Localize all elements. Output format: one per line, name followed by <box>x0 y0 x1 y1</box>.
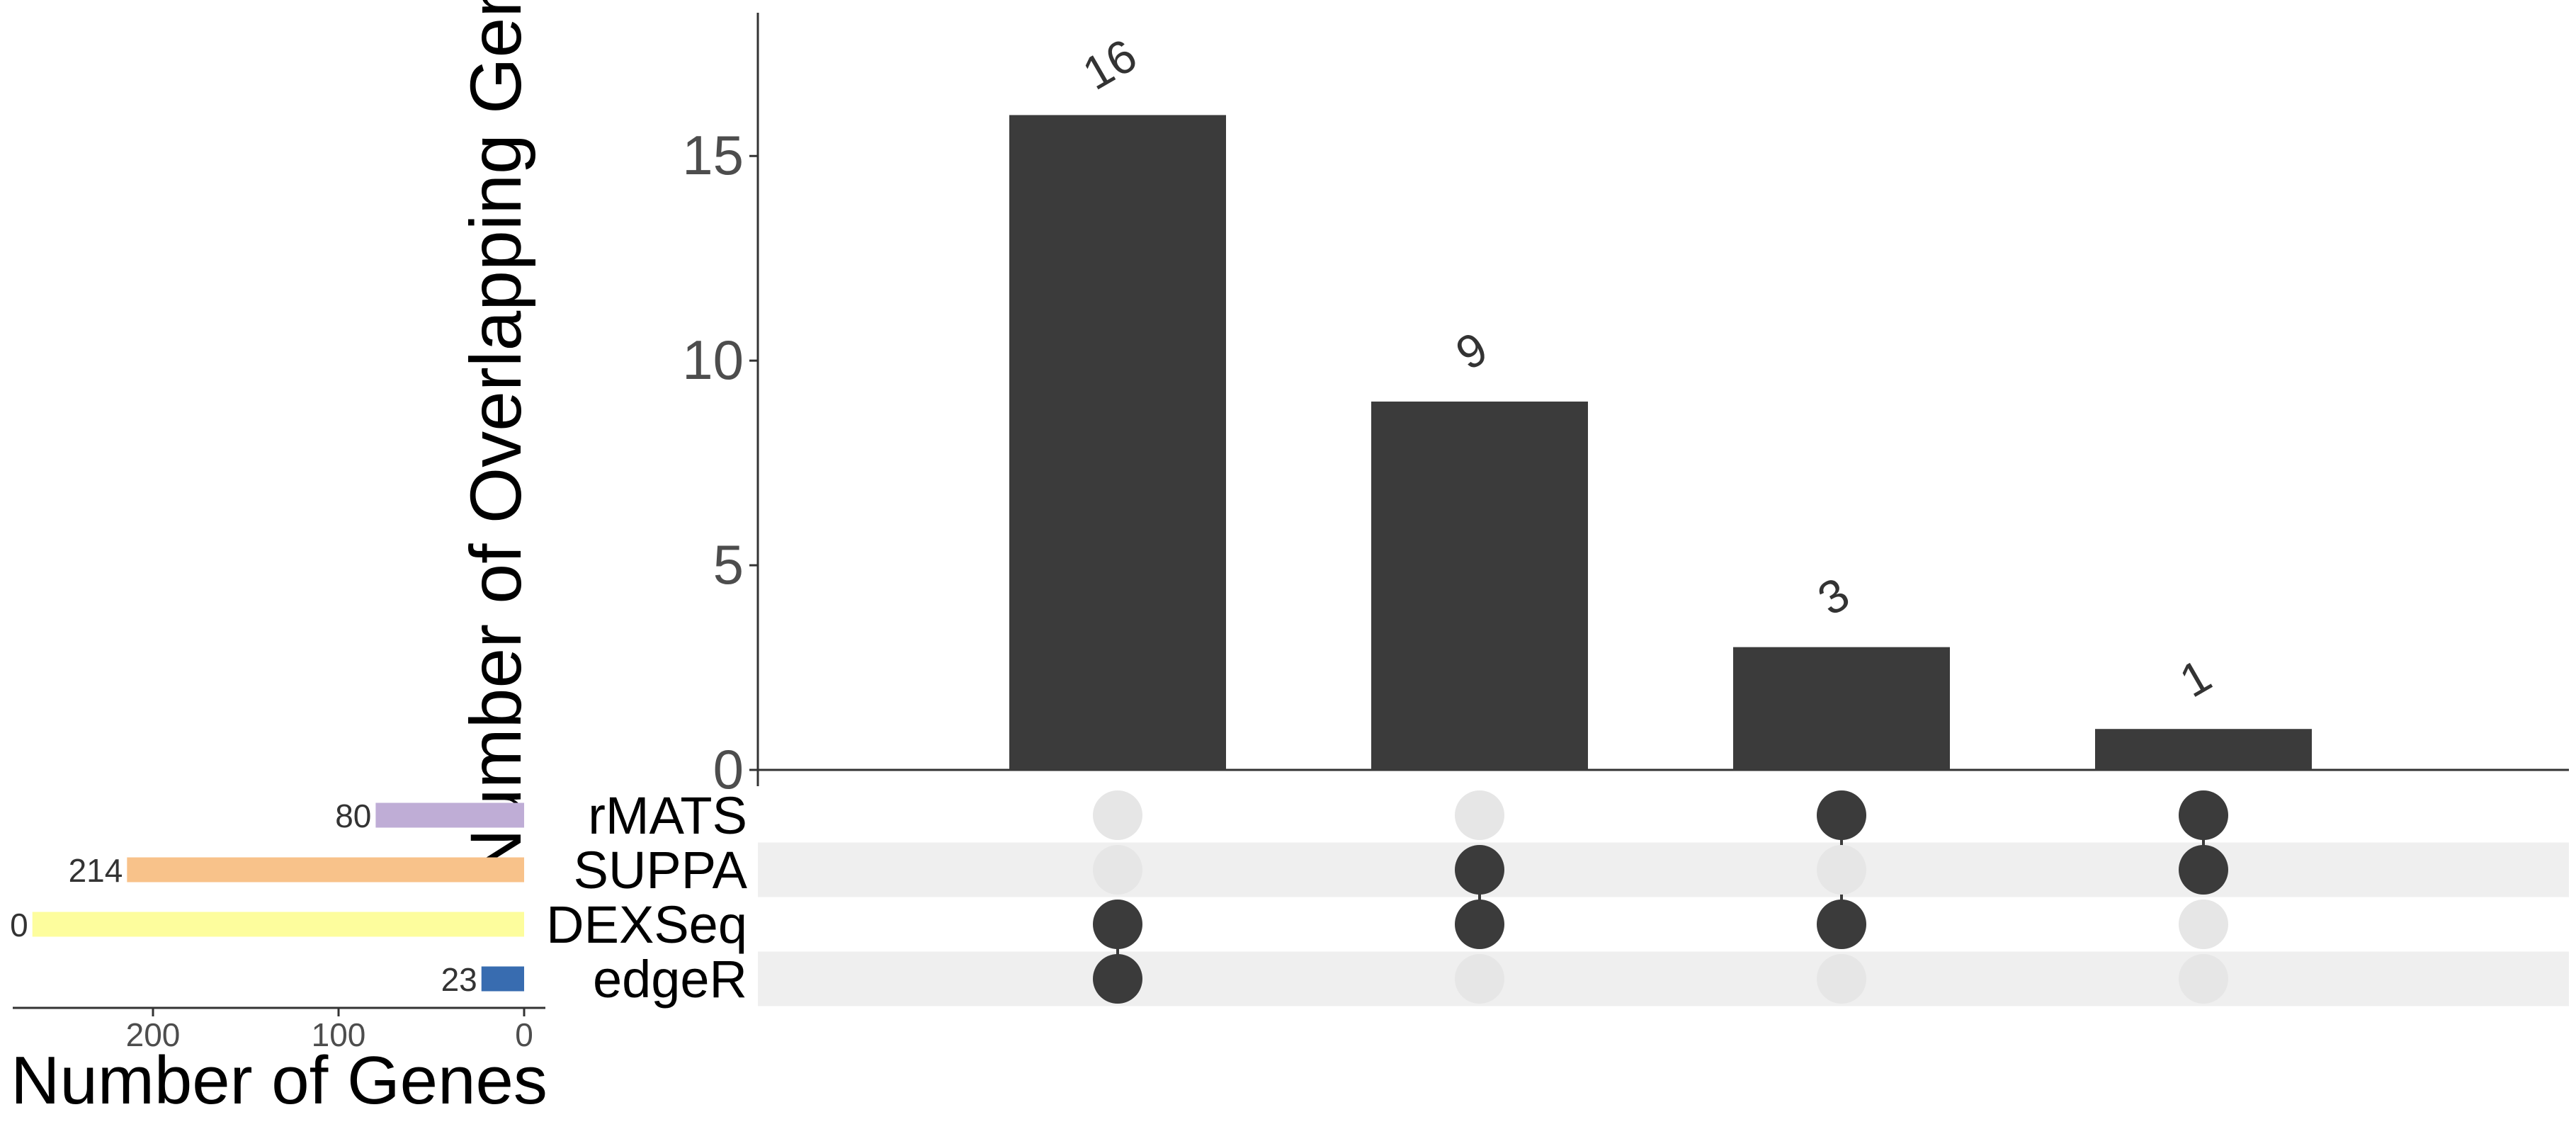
matrix-dot-inactive <box>1455 790 1504 840</box>
set-size-bar-value-label: 80 <box>335 798 371 834</box>
intersection-y-ticks: 0 5 10 15 <box>682 124 758 800</box>
matrix-dot-inactive <box>1817 954 1866 1004</box>
intersection-bar-value-label: 9 <box>1447 322 1496 380</box>
matrix-row-stripe <box>758 842 2569 897</box>
set-size-x-tick-label: 100 <box>312 1016 366 1053</box>
intersection-bar-value-label: 3 <box>1809 567 1858 625</box>
intersection-bar <box>2095 729 2312 770</box>
matrix-dot-inactive <box>1093 790 1142 840</box>
intersection-bar <box>1371 401 1588 770</box>
set-size-bar-value-label: 23 <box>441 961 477 998</box>
intersection-y-tick-label: 10 <box>682 329 744 391</box>
intersection-matrix <box>1093 790 2228 1004</box>
matrix-dot-inactive <box>2179 954 2228 1004</box>
matrix-row-stripe <box>758 951 2569 1006</box>
intersection-y-tick-label: 15 <box>682 124 744 186</box>
intersection-y-axis-label: Number of Overlapping Genes <box>455 0 536 881</box>
intersection-y-tick-label: 0 <box>713 738 744 800</box>
matrix-dots <box>1093 790 2228 1004</box>
set-size-bar <box>481 966 524 992</box>
matrix-dot-active <box>1455 900 1504 949</box>
set-size-bar <box>127 857 524 883</box>
matrix-dot-active <box>1455 845 1504 895</box>
intersection-y-tick-label: 5 <box>713 533 744 596</box>
matrix-dot-active <box>1817 900 1866 949</box>
intersection-bar-value-label: 16 <box>1074 28 1145 100</box>
matrix-dot-active <box>1817 790 1866 840</box>
intersection-bar <box>1009 115 1226 770</box>
set-name-label: DEXSeq <box>546 895 747 954</box>
set-size-bar-chart: 200 100 0 80 214 0 23 Number of Genes <box>10 798 547 1118</box>
intersection-bar-chart: 0 5 10 15 16 9 3 1 Number of Overlapping Genes <box>455 0 2569 881</box>
set-size-bar-labels: 80 214 0 23 <box>10 798 477 998</box>
matrix-dot-active <box>2179 845 2228 895</box>
set-size-bar <box>375 802 524 828</box>
set-size-x-ticks: 200 100 0 <box>126 1008 533 1053</box>
set-size-bar-value-label: 214 <box>69 852 123 889</box>
matrix-dot-active <box>1093 954 1142 1004</box>
set-name-label: rMATS <box>588 786 747 845</box>
set-name-label: edgeR <box>593 950 747 1009</box>
matrix-dot-inactive <box>1093 845 1142 895</box>
set-size-bar <box>32 912 524 937</box>
matrix-dot-inactive <box>1455 954 1504 1004</box>
intersection-bar-value-label: 1 <box>2171 649 2220 707</box>
set-name-label: SUPPA <box>574 841 748 900</box>
set-size-x-axis-label: Number of Genes <box>11 1043 547 1118</box>
matrix-dot-inactive <box>1817 845 1866 895</box>
intersection-bar-labels: 16 9 3 1 <box>1074 28 2220 707</box>
intersection-bar <box>1733 647 1950 770</box>
set-size-x-tick-label: 0 <box>515 1016 533 1053</box>
matrix-dot-active <box>1093 900 1142 949</box>
set-size-bar-value-label: 0 <box>10 907 28 943</box>
matrix-dot-active <box>2179 790 2228 840</box>
intersection-bars <box>1009 115 2312 770</box>
matrix-dot-inactive <box>2179 900 2228 949</box>
set-size-bars <box>32 802 524 992</box>
matrix-stripes <box>758 842 2569 1006</box>
set-size-x-tick-label: 200 <box>126 1016 181 1053</box>
